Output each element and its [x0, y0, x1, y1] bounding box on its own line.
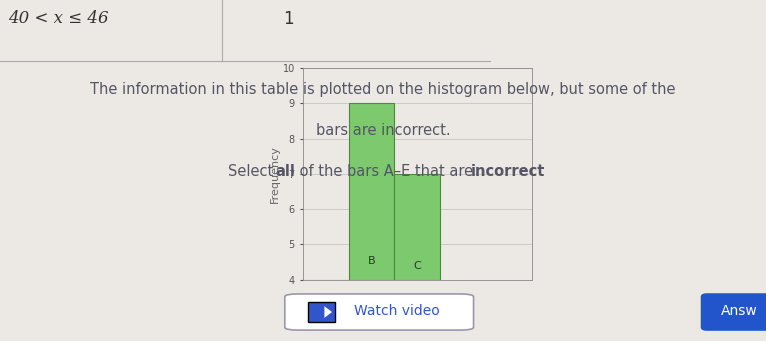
Text: Select: Select — [228, 164, 278, 179]
Text: of the bars A–E that are: of the bars A–E that are — [296, 164, 478, 179]
Text: all: all — [275, 164, 295, 179]
Text: Watch video: Watch video — [354, 304, 440, 318]
Text: The information in this table is plotted on the histogram below, but some of the: The information in this table is plotted… — [90, 82, 676, 97]
Bar — [394, 174, 440, 280]
FancyBboxPatch shape — [309, 302, 336, 322]
Text: 1: 1 — [283, 10, 294, 28]
Text: Answ: Answ — [721, 304, 758, 318]
Text: incorrect: incorrect — [470, 164, 545, 179]
Text: .: . — [532, 164, 536, 179]
Polygon shape — [325, 306, 332, 318]
Text: Select all of the bars A–E that are incorrect.: Select all of the bars A–E that are inco… — [224, 164, 542, 179]
Text: 40 < x ≤ 46: 40 < x ≤ 46 — [8, 10, 108, 27]
Y-axis label: Frequency: Frequency — [270, 145, 280, 203]
Text: bars are incorrect.: bars are incorrect. — [316, 123, 450, 138]
FancyBboxPatch shape — [702, 294, 766, 330]
Bar — [349, 103, 394, 280]
Text: B: B — [368, 255, 375, 266]
FancyBboxPatch shape — [285, 294, 473, 330]
Text: C: C — [414, 261, 421, 271]
